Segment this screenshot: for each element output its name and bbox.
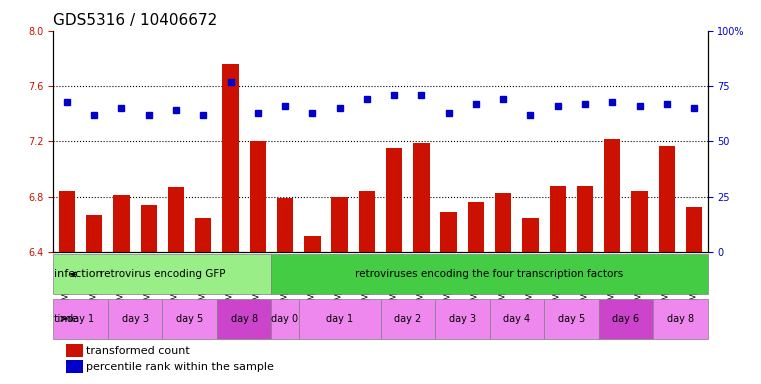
Bar: [113, 195, 129, 252]
Text: percentile rank within the sample: percentile rank within the sample: [86, 362, 274, 372]
FancyBboxPatch shape: [272, 255, 708, 295]
FancyBboxPatch shape: [380, 299, 435, 339]
Text: infection: infection: [54, 270, 103, 280]
Bar: [686, 207, 702, 252]
Text: retrovirus encoding GFP: retrovirus encoding GFP: [100, 270, 225, 280]
FancyBboxPatch shape: [53, 299, 108, 339]
FancyBboxPatch shape: [489, 299, 544, 339]
Bar: [304, 236, 320, 252]
Bar: [59, 191, 75, 252]
Bar: [659, 146, 675, 252]
Bar: [468, 202, 484, 252]
Bar: [66, 360, 83, 373]
Bar: [386, 148, 403, 252]
Bar: [277, 198, 293, 252]
FancyBboxPatch shape: [217, 299, 272, 339]
Text: time: time: [54, 314, 79, 324]
Bar: [522, 218, 539, 252]
FancyBboxPatch shape: [653, 299, 708, 339]
Bar: [441, 212, 457, 252]
Text: day 2: day 2: [394, 314, 422, 324]
Bar: [141, 205, 157, 252]
FancyBboxPatch shape: [435, 299, 489, 339]
Text: day 5: day 5: [558, 314, 585, 324]
Bar: [250, 141, 266, 252]
FancyBboxPatch shape: [162, 299, 217, 339]
Bar: [332, 197, 348, 252]
Text: day 3: day 3: [449, 314, 476, 324]
Bar: [167, 187, 184, 252]
Bar: [604, 139, 620, 252]
FancyBboxPatch shape: [298, 299, 380, 339]
Bar: [358, 191, 375, 252]
Text: retroviruses encoding the four transcription factors: retroviruses encoding the four transcrip…: [355, 270, 624, 280]
FancyBboxPatch shape: [53, 255, 272, 295]
Text: GDS5316 / 10406672: GDS5316 / 10406672: [53, 13, 218, 28]
Text: transformed count: transformed count: [86, 346, 189, 356]
Text: day 8: day 8: [231, 314, 258, 324]
Text: day 0: day 0: [272, 314, 298, 324]
Text: day 3: day 3: [122, 314, 148, 324]
Bar: [632, 191, 648, 252]
Bar: [577, 186, 594, 252]
Text: day 1: day 1: [67, 314, 94, 324]
Text: day 1: day 1: [326, 314, 353, 324]
FancyBboxPatch shape: [544, 299, 599, 339]
Bar: [549, 186, 566, 252]
Text: day 5: day 5: [176, 314, 203, 324]
Text: day 4: day 4: [503, 314, 530, 324]
FancyBboxPatch shape: [108, 299, 162, 339]
Bar: [495, 193, 511, 252]
Bar: [86, 215, 102, 252]
FancyBboxPatch shape: [272, 299, 298, 339]
Text: day 6: day 6: [613, 314, 639, 324]
Bar: [413, 143, 429, 252]
Bar: [66, 344, 83, 357]
Bar: [195, 218, 212, 252]
FancyBboxPatch shape: [599, 299, 653, 339]
Bar: [222, 64, 239, 252]
Text: day 8: day 8: [667, 314, 694, 324]
